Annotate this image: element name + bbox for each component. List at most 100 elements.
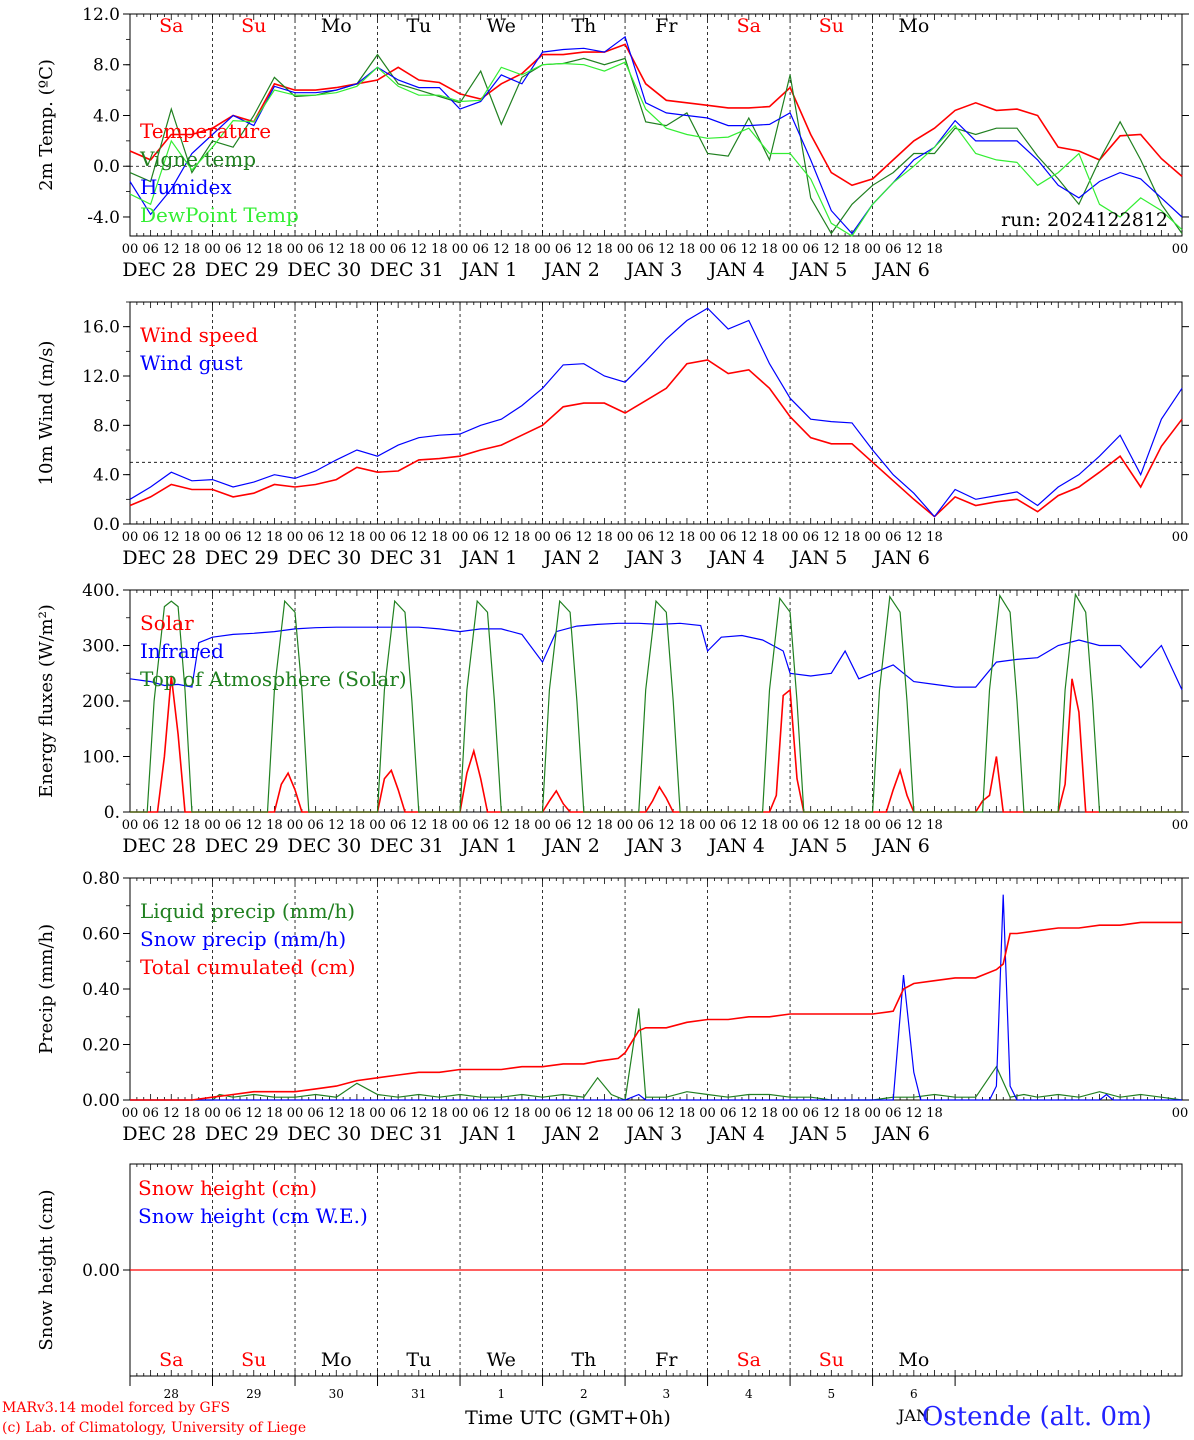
hour-tick-label: 00 — [617, 242, 634, 257]
hour-tick-label: 06 — [307, 242, 324, 257]
hour-tick-label: 18 — [514, 818, 531, 833]
weekday-label: Sa — [737, 15, 761, 37]
weekday-label: Fr — [655, 15, 678, 37]
hour-tick-label: 18 — [926, 818, 943, 833]
hour-tick-label: 00 — [204, 1106, 221, 1121]
model-credit-line2: (c) Lab. of Climatology, University of L… — [2, 1420, 307, 1436]
hour-tick-label: 06 — [390, 1106, 407, 1121]
weekday-label: Tu — [406, 1349, 431, 1371]
hour-tick-label: 18 — [679, 818, 696, 833]
y-tick-label: 0.20 — [82, 1036, 120, 1056]
hour-tick-label: 00 — [534, 818, 551, 833]
hour-tick-label: 06 — [142, 1106, 159, 1121]
hour-tick-label: 00 — [122, 530, 139, 545]
hour-tick-label: 12 — [576, 818, 593, 833]
hour-tick-label: 00 — [1172, 242, 1189, 257]
x-axis-label: Time UTC (GMT+0h) — [465, 1407, 671, 1429]
date-label: JAN 6 — [872, 835, 930, 857]
legend-entry: Temperature — [140, 119, 271, 143]
hour-tick-label: 00 — [1172, 818, 1189, 833]
date-label: JAN 4 — [707, 1123, 765, 1145]
weekday-label: We — [487, 15, 516, 37]
series-line-total-cumulated-cm- — [130, 921, 1182, 1101]
hour-tick-label: 18 — [184, 242, 201, 257]
hour-tick-label: 00 — [617, 818, 634, 833]
hour-tick-label: 00 — [534, 242, 551, 257]
legend-entry: Snow height (cm W.E.) — [138, 1204, 368, 1228]
hour-tick-label: 18 — [679, 242, 696, 257]
hour-tick-label: 18 — [761, 242, 778, 257]
date-label: JAN 5 — [789, 835, 847, 857]
legend-entry: Infrared — [140, 639, 224, 663]
y-tick-label: 16.0 — [82, 318, 120, 338]
hour-tick-label: 00 — [452, 818, 469, 833]
y-tick-label: 200. — [82, 692, 120, 712]
hour-tick-label: 18 — [679, 1106, 696, 1121]
series-line-humidex — [129, 35, 1183, 235]
hour-tick-label: 06 — [307, 530, 324, 545]
date-label: JAN 1 — [459, 259, 517, 281]
hour-tick-label: 06 — [885, 242, 902, 257]
date-label: DEC 28 — [122, 1123, 196, 1145]
series-line-top-of-atmosphere-solar- — [130, 592, 1182, 813]
y-tick-label: -4.0 — [87, 208, 120, 228]
hour-tick-label: 12 — [493, 530, 510, 545]
hour-tick-label: 06 — [225, 1106, 242, 1121]
hour-tick-label: 12 — [906, 1106, 923, 1121]
date-label: DEC 29 — [205, 1123, 279, 1145]
hour-tick-label: 12 — [658, 530, 675, 545]
hour-tick-label: 12 — [493, 1106, 510, 1121]
hour-tick-label: 00 — [864, 1106, 881, 1121]
hour-tick-label: 12 — [741, 818, 758, 833]
hour-tick-label: 12 — [163, 818, 180, 833]
hour-tick-label: 06 — [472, 242, 489, 257]
date-label: JAN 2 — [542, 835, 600, 857]
hour-tick-label: 18 — [844, 1106, 861, 1121]
hour-tick-label: 12 — [658, 242, 675, 257]
hour-tick-label: 18 — [596, 530, 613, 545]
hour-tick-label: 00 — [204, 530, 221, 545]
date-label: DEC 30 — [287, 835, 361, 857]
weekday-label: Sa — [737, 1349, 761, 1371]
weekday-label: Fr — [655, 1349, 678, 1371]
series-line-dewpoint-temp — [129, 61, 1183, 237]
y-tick-label: 0.40 — [82, 980, 120, 1000]
hour-tick-label: 00 — [1172, 530, 1189, 545]
hour-tick-label: 18 — [349, 1106, 366, 1121]
hour-tick-label: 00 — [782, 818, 799, 833]
hour-tick-label: 00 — [287, 818, 304, 833]
date-label: JAN 1 — [459, 1123, 517, 1145]
legend-entry: Snow precip (mm/h) — [140, 927, 346, 951]
hour-tick-label: 00 — [534, 1106, 551, 1121]
legend-entry: Liquid precip (mm/h) — [140, 899, 355, 923]
hour-tick-label: 00 — [452, 242, 469, 257]
hour-tick-label: 00 — [452, 1106, 469, 1121]
day-number-label: 6 — [910, 1387, 918, 1401]
panel-frame — [129, 301, 1183, 525]
series-line-vigne-temp — [129, 53, 1183, 235]
hour-tick-label: 00 — [864, 242, 881, 257]
date-label: JAN 2 — [542, 1123, 600, 1145]
legend-entry: Vigne temp — [139, 147, 256, 171]
date-label: JAN 6 — [872, 547, 930, 569]
date-label: JAN 5 — [789, 1123, 847, 1145]
date-label: DEC 29 — [205, 835, 279, 857]
hour-tick-label: 18 — [761, 530, 778, 545]
date-label: DEC 30 — [287, 259, 361, 281]
date-label: DEC 31 — [370, 835, 444, 857]
hour-tick-label: 18 — [184, 818, 201, 833]
hour-tick-label: 00 — [864, 530, 881, 545]
day-number-label: 5 — [828, 1387, 836, 1401]
weekday-label: Su — [819, 1349, 844, 1371]
hour-tick-label: 12 — [823, 530, 840, 545]
hour-tick-label: 18 — [844, 818, 861, 833]
hour-tick-label: 06 — [472, 818, 489, 833]
station-label: Ostende (alt. 0m) — [922, 1402, 1152, 1432]
hour-tick-label: 00 — [122, 242, 139, 257]
y-tick-label: 100. — [82, 748, 120, 768]
hour-tick-label: 00 — [864, 818, 881, 833]
hour-tick-label: 12 — [163, 242, 180, 257]
date-label: JAN 1 — [459, 547, 517, 569]
y-tick-label: 300. — [82, 637, 120, 657]
hour-tick-label: 00 — [699, 1106, 716, 1121]
